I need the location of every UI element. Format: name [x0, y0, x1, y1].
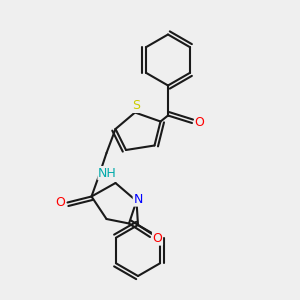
Text: O: O [195, 116, 204, 130]
Text: O: O [55, 196, 65, 209]
Text: S: S [133, 99, 140, 112]
Text: O: O [153, 232, 162, 245]
Text: NH: NH [98, 167, 117, 180]
Text: N: N [133, 193, 143, 206]
